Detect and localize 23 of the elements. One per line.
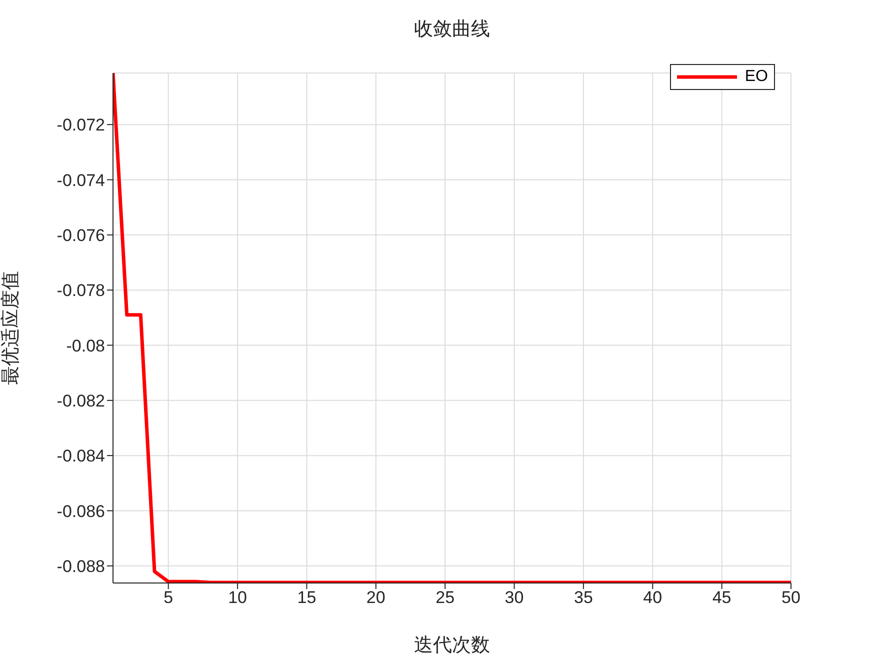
x-axis-title: 迭代次数 (414, 635, 490, 656)
x-tick-label: 25 (436, 588, 455, 608)
x-tick-label: 40 (643, 588, 662, 608)
x-tick-label: 50 (782, 588, 800, 608)
y-tick-label: -0.084 (56, 446, 105, 466)
x-tick-label: 45 (712, 588, 732, 608)
y-tick-label: -0.088 (56, 556, 105, 576)
y-tick-label: -0.082 (56, 391, 105, 410)
y-tick-label: -0.072 (56, 116, 105, 135)
y-tick-label: -0.08 (66, 336, 105, 356)
x-tick-label: 35 (574, 588, 593, 608)
y-axis-title: 最优适应度值 (0, 271, 22, 385)
x-tick-label: 10 (228, 588, 247, 608)
x-tick-label: 30 (504, 588, 524, 608)
x-tick-label: 20 (366, 588, 386, 608)
y-tick-label: -0.078 (56, 281, 105, 300)
y-tick-label: -0.074 (56, 170, 105, 190)
y-tick-label: -0.076 (56, 226, 105, 245)
legend-label: EO (744, 68, 768, 86)
x-tick-label: 15 (297, 588, 316, 608)
x-tick-label: 5 (164, 588, 174, 608)
y-tick-label: -0.086 (56, 502, 105, 521)
chart-title: 收敛曲线 (413, 18, 491, 42)
